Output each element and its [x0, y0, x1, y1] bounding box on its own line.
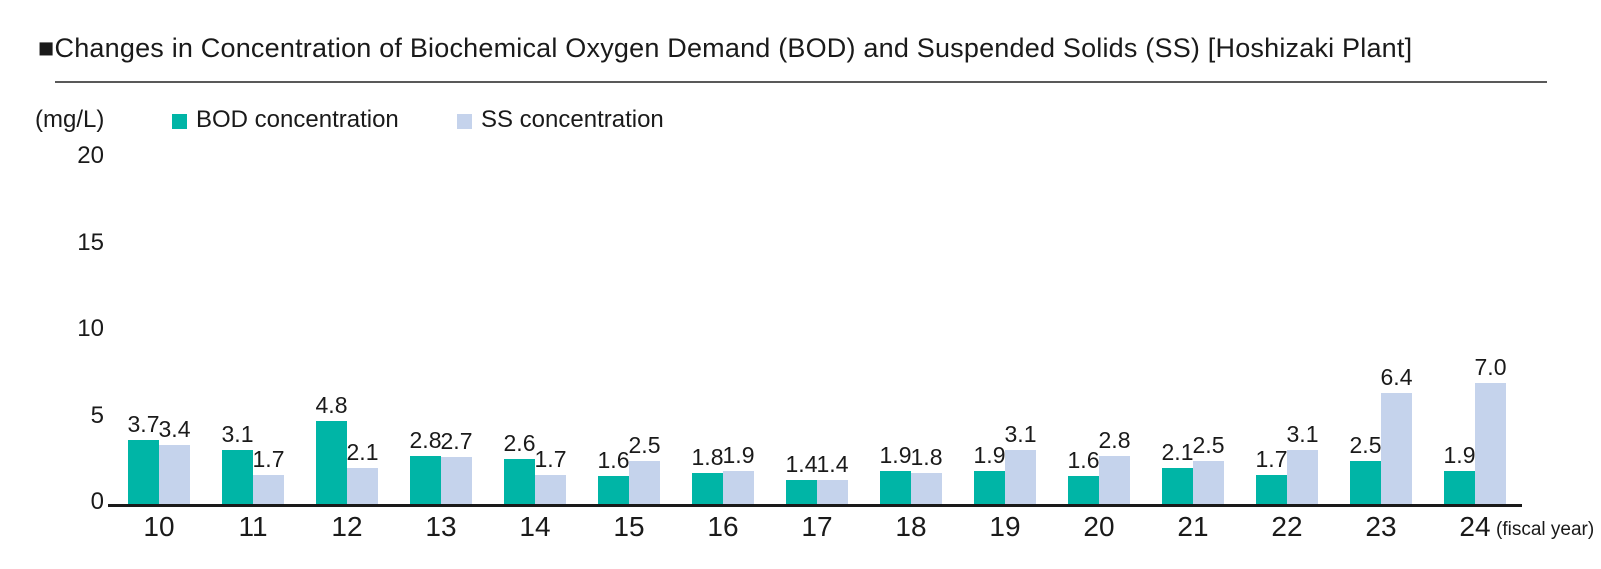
- bar-value-label: 1.9: [722, 442, 755, 469]
- bar-ss-21: [1193, 460, 1224, 504]
- bar-value-label: 1.7: [534, 445, 567, 472]
- x-tick-label: 10: [143, 511, 175, 542]
- bar-ss-15: [629, 460, 660, 504]
- bar-bod-18: [880, 471, 911, 504]
- bar-ss-18: [911, 472, 942, 504]
- bar-value-label: 2.5: [628, 431, 661, 458]
- x-tick-label: 12: [331, 511, 363, 542]
- y-axis-unit-label: (mg/L): [35, 106, 105, 133]
- x-tick-label: 16: [707, 511, 739, 542]
- x-tick-label: 22: [1271, 511, 1303, 542]
- bar-value-label: 7.0: [1474, 353, 1507, 380]
- bar-ss-16: [723, 471, 754, 504]
- bar-value-label: 1.6: [1067, 447, 1100, 474]
- bar-bod-24: [1444, 471, 1475, 504]
- x-axis-unit-label: (fiscal year): [1496, 519, 1595, 540]
- bar-bod-22: [1256, 474, 1287, 504]
- bar-bod-14: [504, 459, 535, 504]
- bar-bod-10: [128, 439, 159, 504]
- y-tick-label: 15: [77, 228, 104, 256]
- x-tick-label: 24: [1459, 511, 1491, 542]
- ss-legend-swatch: [457, 113, 472, 129]
- bar-bod-11: [222, 450, 253, 504]
- x-tick-label: 17: [801, 511, 833, 542]
- bar-ss-12: [347, 467, 378, 504]
- bar-ss-11: [253, 474, 284, 504]
- x-tick-label: 13: [425, 511, 457, 542]
- bar-ss-17: [817, 479, 848, 504]
- y-tick-label: 0: [90, 488, 104, 515]
- bar-bod-15: [598, 476, 629, 504]
- bod-legend-label: BOD concentration: [196, 106, 399, 133]
- legend: (mg/L) BOD concentration SS concentratio…: [0, 106, 1601, 136]
- bar-value-label: 3.1: [221, 421, 254, 448]
- x-tick-label: 14: [519, 511, 551, 542]
- bar-value-label: 2.8: [409, 426, 442, 453]
- x-axis-line: [108, 504, 1522, 507]
- title-divider: [55, 81, 1547, 83]
- bar-value-label: 1.4: [785, 450, 818, 477]
- bar-value-label: 1.9: [879, 442, 912, 469]
- bar-value-label: 1.6: [597, 447, 630, 474]
- bar-ss-20: [1099, 455, 1130, 504]
- bar-bod-12: [316, 420, 347, 504]
- bar-value-label: 3.7: [127, 410, 160, 437]
- x-tick-label: 19: [989, 511, 1021, 542]
- bar-value-label: 1.8: [910, 443, 943, 470]
- bar-bod-21: [1162, 467, 1193, 504]
- bar-value-label: 3.1: [1286, 421, 1319, 448]
- bar-value-label: 3.1: [1004, 421, 1037, 448]
- bar-bod-23: [1350, 460, 1381, 504]
- bar-value-label: 1.4: [816, 450, 849, 477]
- bar-bod-16: [692, 472, 723, 504]
- bar-value-label: 2.5: [1192, 431, 1225, 458]
- bar-value-label: 1.9: [973, 442, 1006, 469]
- bar-value-label: 1.8: [691, 443, 724, 470]
- bar-value-label: 2.1: [1161, 438, 1194, 465]
- bar-value-label: 4.8: [315, 391, 348, 418]
- bar-ss-22: [1287, 450, 1318, 504]
- x-tick-label: 11: [238, 511, 268, 542]
- bar-bod-13: [410, 455, 441, 504]
- bar-ss-19: [1005, 450, 1036, 504]
- x-tick-label: 15: [613, 511, 645, 542]
- ss-legend-label: SS concentration: [481, 106, 664, 133]
- bar-value-label: 1.7: [1255, 445, 1288, 472]
- x-tick-label: 18: [895, 511, 927, 542]
- bar-value-label: 2.1: [346, 438, 379, 465]
- bar-bod-19: [974, 471, 1005, 504]
- bar-value-label: 6.4: [1380, 364, 1413, 391]
- bar-value-label: 2.6: [503, 430, 536, 457]
- bar-value-label: 2.7: [440, 428, 473, 455]
- bar-value-label: 2.8: [1098, 426, 1131, 453]
- bar-bod-20: [1068, 476, 1099, 504]
- x-tick-label: 21: [1177, 511, 1209, 542]
- bar-value-label: 2.5: [1349, 431, 1382, 458]
- bar-ss-13: [441, 457, 472, 504]
- x-tick-label: 23: [1365, 511, 1397, 542]
- chart-title: ■Changes in Concentration of Biochemical…: [38, 33, 1413, 63]
- legend-item-bod: BOD concentration: [172, 106, 399, 134]
- y-tick-label: 20: [77, 142, 104, 169]
- bar-ss-24: [1475, 382, 1506, 504]
- x-tick-label: 20: [1083, 511, 1115, 542]
- bar-value-label: 1.9: [1443, 442, 1476, 469]
- y-tick-label: 5: [90, 401, 104, 429]
- bar-ss-10: [159, 445, 190, 504]
- y-tick-label: 10: [77, 315, 104, 342]
- legend-item-ss: SS concentration: [457, 106, 664, 134]
- bar-ss-14: [535, 474, 566, 504]
- bod-legend-swatch: [172, 113, 187, 129]
- bar-bod-17: [786, 479, 817, 504]
- bar-value-label: 3.4: [158, 416, 191, 443]
- bar-value-label: 1.7: [252, 445, 285, 472]
- bar-ss-23: [1381, 393, 1412, 504]
